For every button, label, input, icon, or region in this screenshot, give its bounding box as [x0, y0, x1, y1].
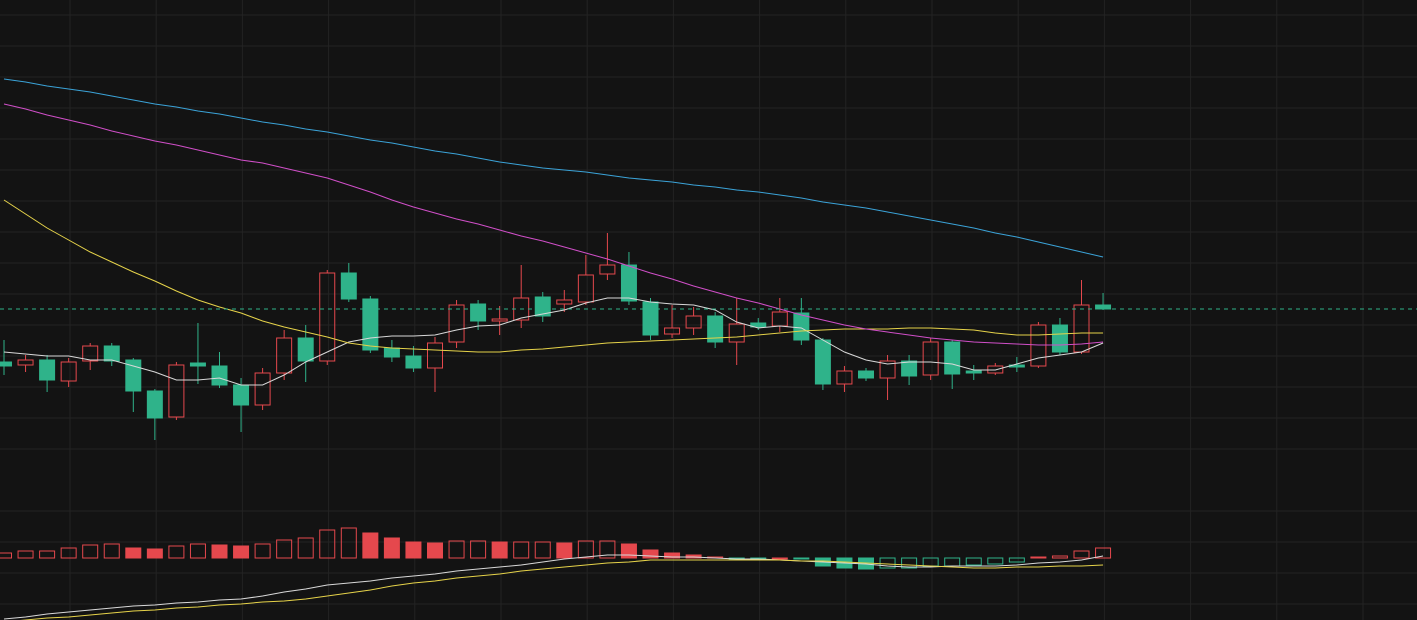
candle-body [577, 274, 594, 303]
candle-body [879, 360, 896, 379]
ma-line [3, 297, 1104, 386]
candle-body [319, 272, 336, 362]
macd-bar [17, 550, 34, 559]
macd-bar [125, 547, 142, 559]
candle-body [664, 327, 681, 335]
candle-body [211, 365, 228, 386]
candle-body [836, 370, 853, 385]
candle-body [254, 372, 271, 406]
candle-body [362, 298, 379, 351]
candle-body [448, 304, 465, 343]
candle-body [599, 264, 616, 275]
candle-body [901, 360, 918, 377]
candle-body [750, 322, 767, 328]
macd-bar [60, 547, 77, 559]
candle-body [814, 339, 831, 385]
candle-body [642, 301, 659, 336]
macd-bar [965, 557, 982, 566]
macd-bar [879, 557, 896, 569]
candle-body [276, 337, 293, 374]
candle-body [922, 341, 939, 376]
macd-bar [599, 540, 616, 559]
candle-body [168, 364, 185, 418]
macd-bar [664, 552, 681, 559]
ma-line [3, 554, 1104, 620]
candle-body [427, 342, 443, 369]
ma-line [20, 559, 1104, 620]
macd-bar [39, 550, 56, 559]
macd-bar [1030, 556, 1047, 559]
macd-bar [642, 549, 659, 559]
candle-body [556, 299, 573, 305]
candle-body [858, 370, 874, 379]
macd-bar [1051, 555, 1068, 559]
macd-bar [233, 545, 250, 559]
macd-bar [168, 545, 185, 559]
macd-bar [383, 537, 400, 559]
ma-line [3, 78, 1104, 258]
candle-body [82, 345, 99, 362]
macd-bar [340, 527, 357, 559]
candle-body [103, 345, 120, 362]
macd-bar [427, 542, 443, 559]
candle-body [340, 272, 357, 300]
macd-bar [1095, 547, 1112, 559]
candle-body [125, 359, 142, 392]
candle-body [1051, 324, 1068, 353]
macd-bar [405, 541, 422, 559]
macd-bar [577, 540, 594, 559]
macd-bar [448, 540, 465, 559]
macd-bar [987, 557, 1004, 565]
candle-body [470, 303, 487, 322]
macd-bar [189, 543, 206, 559]
macd-bar [1008, 557, 1025, 563]
candle-body [534, 296, 551, 317]
candle-body [728, 323, 745, 343]
macd-bar [103, 543, 120, 559]
candle-body [793, 312, 810, 341]
macd-bar [82, 544, 99, 559]
macd-bar [513, 541, 530, 559]
macd-bar [297, 537, 314, 559]
macd-bar [491, 541, 508, 559]
candle-body [60, 361, 77, 382]
candle-body [233, 384, 250, 406]
candle-body [965, 370, 982, 374]
macd-bar [556, 542, 573, 559]
macd-bar [793, 557, 810, 560]
ma-line [3, 103, 1104, 346]
candle-body [620, 264, 637, 302]
candle-body [491, 318, 508, 322]
macd-bar [771, 557, 788, 560]
candle-body [189, 362, 206, 367]
candle-body [297, 337, 314, 362]
macd-bar [146, 548, 163, 559]
macd-bar [211, 544, 228, 559]
macd-bar [362, 532, 379, 559]
macd-bar [0, 552, 12, 559]
ma-line [3, 199, 1104, 353]
macd-bar [276, 539, 293, 559]
macd-bar [254, 543, 271, 559]
candle-body [707, 315, 724, 343]
candle-body [17, 359, 34, 366]
candle-body [383, 347, 400, 358]
macd-bar [1073, 550, 1090, 559]
macd-bar [901, 557, 918, 569]
candle-body [944, 341, 961, 375]
macd-bar [534, 541, 551, 559]
candle-body [405, 355, 422, 369]
macd-bar [620, 543, 637, 559]
macd-bar [319, 529, 336, 559]
candle-body [146, 390, 163, 419]
candle-body [39, 359, 56, 381]
candle-body [685, 315, 702, 329]
macd-bar [470, 540, 487, 559]
candle-body [0, 361, 12, 367]
candle-body [1095, 304, 1112, 310]
